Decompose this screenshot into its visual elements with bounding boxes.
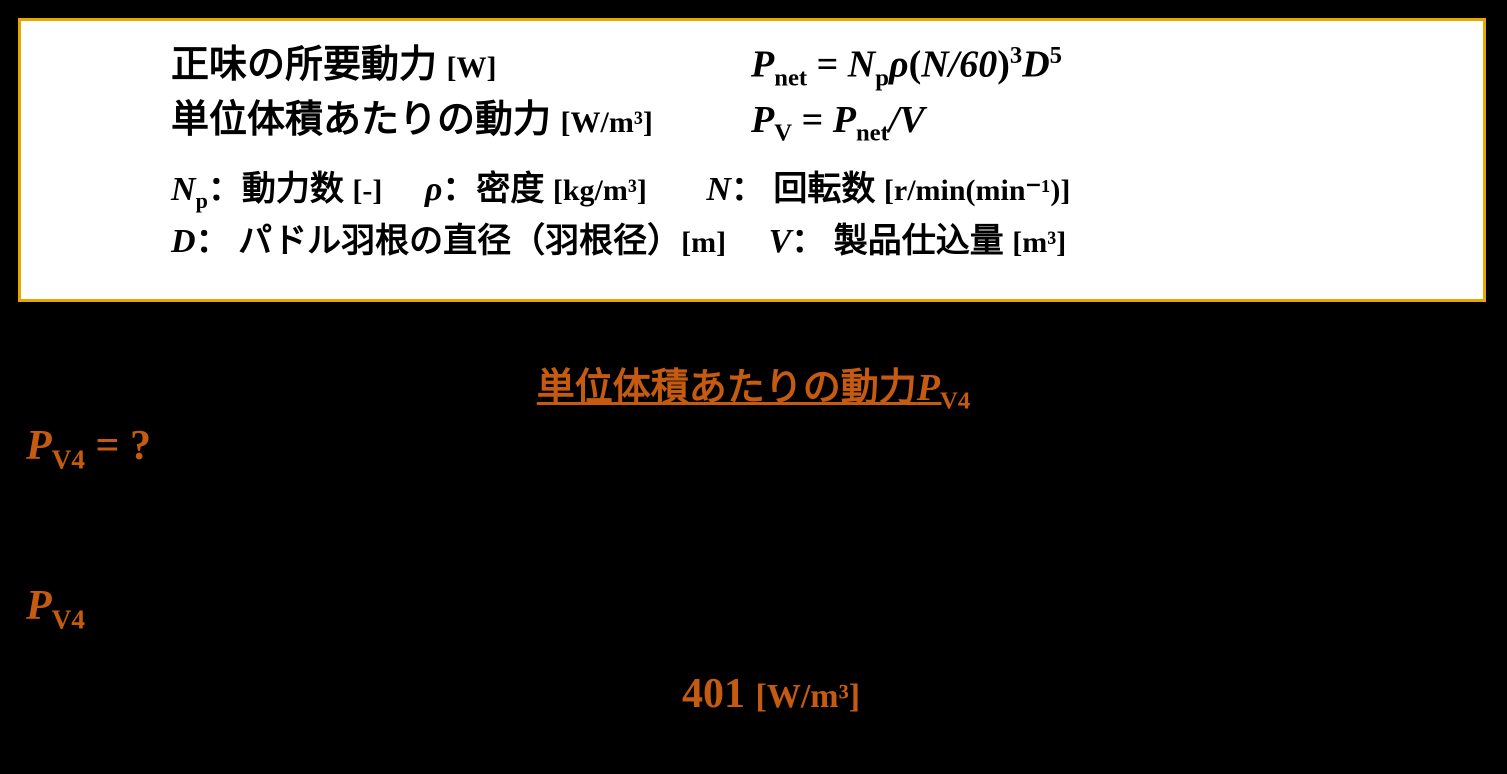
formula-box: 正味の所要動力 [W] Pnet = Npρ(N/60)3D5 単位体積あたりの… (18, 18, 1486, 302)
ppv-label: 単位体積あたりの動力 (171, 99, 551, 141)
net-power-unit: [W] (447, 51, 497, 84)
question-line: PV4 = ? (26, 422, 151, 475)
pv4-line: PV4 (26, 582, 85, 635)
ppv-unit: [W/m³] (561, 106, 653, 139)
row-net-power: 正味の所要動力 [W] Pnet = Npρ(N/60)3D5 (171, 39, 1463, 95)
net-power-formula: Pnet = Npρ(N/60)3D5 (751, 39, 1463, 95)
answer-value: 401 [W/m³] (682, 670, 860, 718)
row-power-per-volume: 単位体積あたりの動力 [W/m³] PV = Pnet/V (171, 95, 1463, 150)
variable-definitions: Np：動力数 [-] ρ：密度 [kg/m³] N： 回転数 [r/min(mi… (171, 164, 1463, 268)
ppv-formula: PV = Pnet/V (751, 95, 1463, 150)
section-heading: 単位体積あたりの動力PV4 (0, 356, 1507, 416)
net-power-label: 正味の所要動力 (171, 44, 437, 86)
